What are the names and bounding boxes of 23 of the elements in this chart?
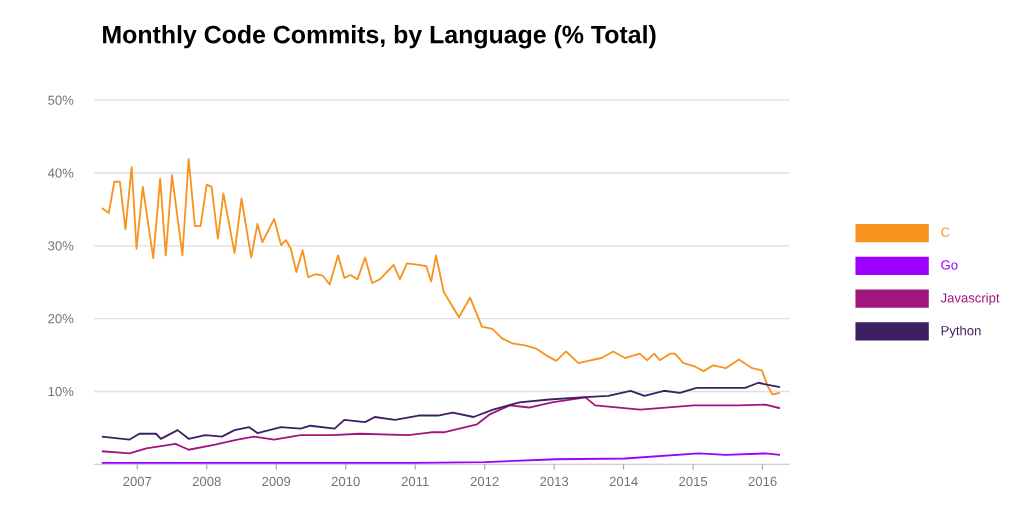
- x-tick-label: 2014: [609, 476, 638, 487]
- chart-title: Monthly Code Commits, by Language (% Total): [103, 25, 656, 49]
- y-tick-label: 40%: [47, 168, 74, 178]
- y-tick-label: 30%: [48, 241, 74, 251]
- x-tick-label: 2011: [401, 476, 429, 487]
- text: Go: [941, 260, 958, 270]
- text: Javascript: [940, 292, 1000, 306]
- line-series: [100, 158, 781, 396]
- y-tick-label: 10%: [48, 386, 74, 397]
- line-series: [100, 452, 781, 464]
- y-tick-label: 50%: [48, 95, 74, 105]
- x-tick-label: 2012: [470, 476, 499, 487]
- line-series: [100, 396, 781, 455]
- x-tick-label: 2016: [748, 476, 777, 487]
- x-tick-label: 2009: [262, 476, 291, 487]
- text: C: [941, 227, 950, 237]
- y-tick-label: 20%: [48, 314, 74, 324]
- x-tick-label: 2008: [192, 476, 221, 487]
- x-tick-label: 2010: [331, 476, 360, 487]
- x-tick-label: 2013: [540, 476, 569, 487]
- x-tick-label: 2007: [123, 476, 152, 487]
- text: Python: [941, 325, 981, 338]
- x-tick-label: 2015: [679, 476, 708, 487]
